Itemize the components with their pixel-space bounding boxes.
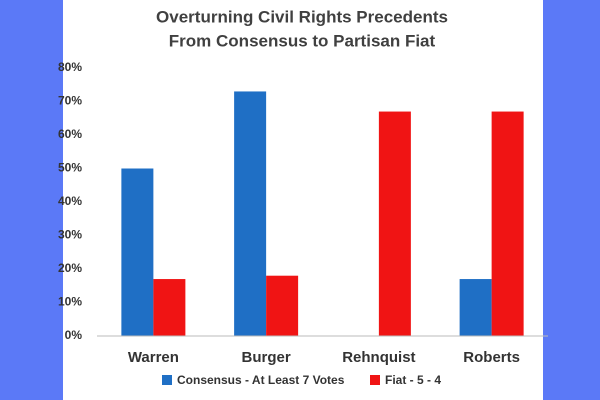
x-tick-label: Rehnquist [342,349,415,366]
x-tick-label: Burger [242,349,291,366]
y-tick-label: 80% [58,60,82,74]
bar [459,279,492,336]
bar [491,111,524,336]
bar [266,275,299,336]
chart-title: Overturning Civil Rights Precedents [156,7,448,26]
y-tick-label: 0% [65,328,83,342]
bar [378,111,411,336]
x-tick-label: Roberts [463,349,520,366]
y-tick-label: 50% [58,161,82,175]
y-tick-label: 10% [58,295,82,309]
y-tick-label: 60% [58,127,82,141]
bar [153,279,186,336]
y-tick-label: 70% [58,94,82,108]
legend-label: Consensus - At Least 7 Votes [177,373,345,387]
y-tick-label: 40% [58,194,82,208]
chart-title: From Consensus to Partisan Fiat [169,31,436,50]
bar [121,168,154,336]
legend-label: Fiat - 5 - 4 [385,373,441,387]
y-tick-label: 30% [58,228,82,242]
y-tick-label: 20% [58,261,82,275]
bar [234,91,267,336]
legend-swatch [162,375,172,385]
x-tick-label: Warren [128,349,179,366]
legend-swatch [370,375,380,385]
